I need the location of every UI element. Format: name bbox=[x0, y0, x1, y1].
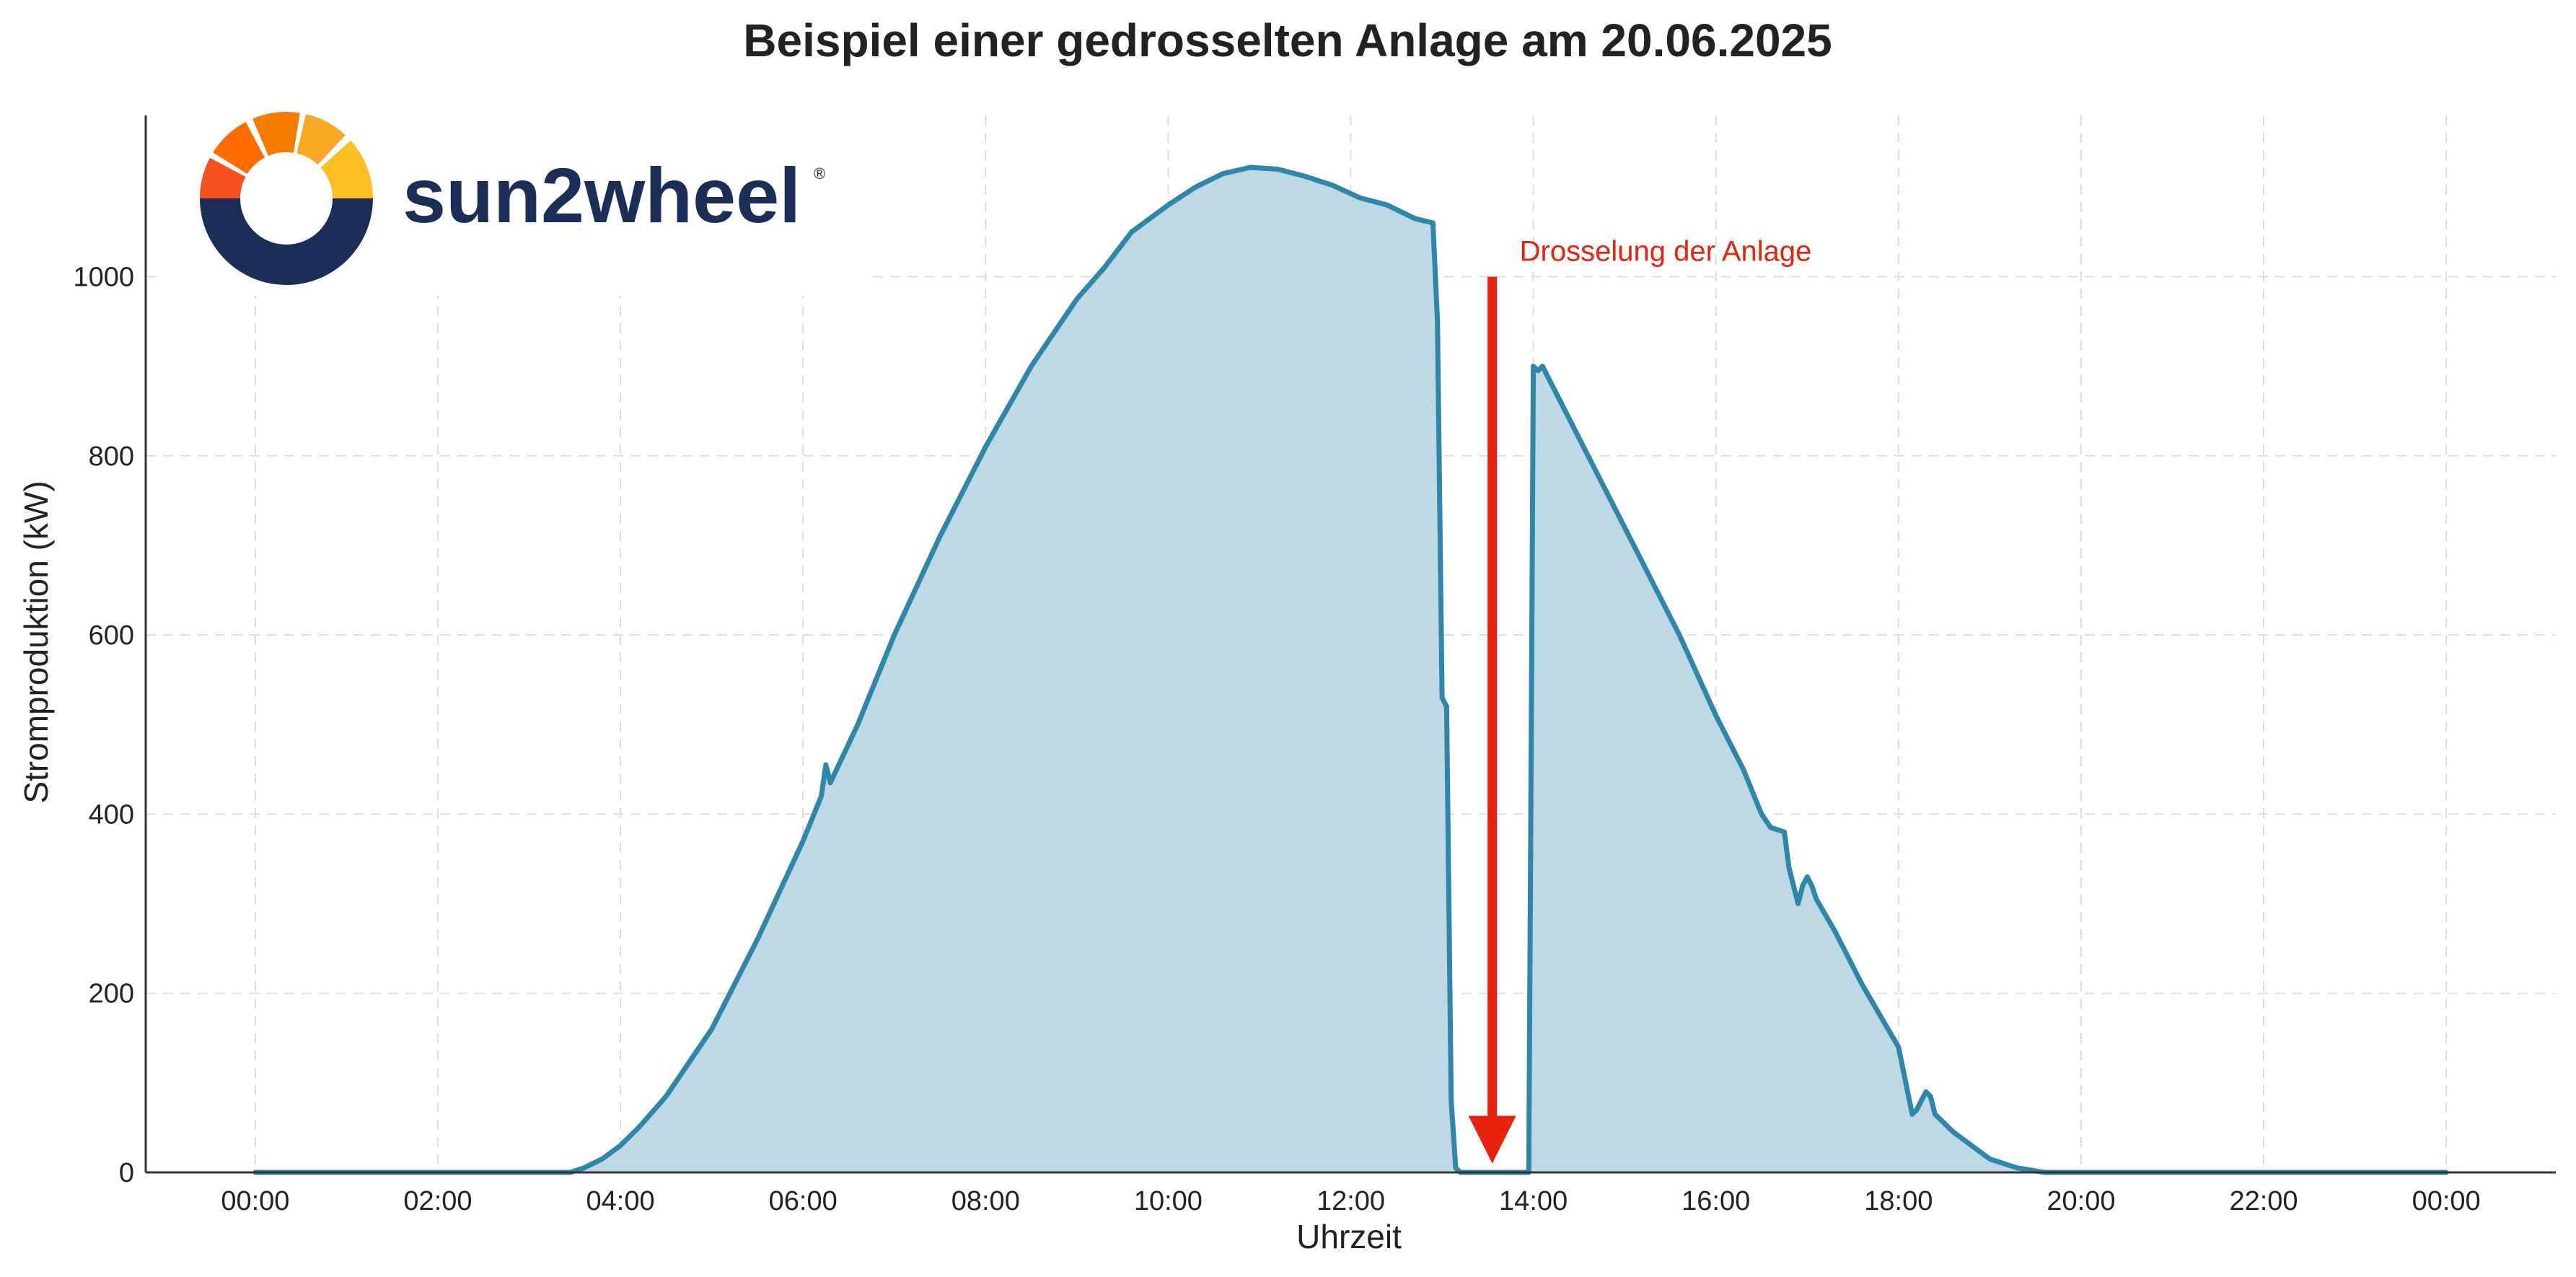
y-tick-label: 800 bbox=[89, 442, 134, 472]
logo-ray-segment bbox=[213, 122, 265, 175]
logo-wordmark: sun2wheel bbox=[403, 152, 801, 239]
y-tick-label: 200 bbox=[89, 979, 134, 1009]
x-tick-label: 08:00 bbox=[951, 1186, 1020, 1216]
brand-logo: sun2wheel ® bbox=[159, 101, 869, 296]
y-axis-label: Stromproduktion (kW) bbox=[17, 480, 55, 803]
logo-ray-segment bbox=[252, 112, 300, 157]
series-layer bbox=[252, 164, 2449, 1175]
logo-ray-segment bbox=[296, 114, 346, 165]
x-tick-label: 04:00 bbox=[586, 1186, 655, 1216]
x-tick-label: 12:00 bbox=[1316, 1186, 1385, 1216]
annotation-label: Drosselung der Anlage bbox=[1520, 235, 1812, 267]
x-tick-label: 20:00 bbox=[2047, 1186, 2115, 1216]
x-tick-label: 06:00 bbox=[769, 1186, 838, 1216]
x-tick-label: 16:00 bbox=[1682, 1186, 1750, 1216]
chart-title: Beispiel einer gedrosselten Anlage am 20… bbox=[743, 14, 1832, 66]
x-tick-label: 14:00 bbox=[1499, 1186, 1568, 1216]
annotation-layer: Drosselung der Anlage bbox=[1468, 235, 1812, 1164]
x-tick-label: 22:00 bbox=[2229, 1186, 2298, 1216]
series-area bbox=[255, 167, 2447, 1172]
x-tick-label: 18:00 bbox=[1864, 1186, 1933, 1216]
y-tick-label: 600 bbox=[89, 620, 134, 651]
logo-ring-lower bbox=[200, 198, 373, 285]
x-tick-label: 00:00 bbox=[221, 1186, 289, 1216]
x-tick-label: 10:00 bbox=[1134, 1186, 1203, 1216]
y-tick-label: 0 bbox=[119, 1158, 134, 1188]
y-tick-label: 1000 bbox=[73, 262, 134, 292]
logo-registered-mark: ® bbox=[814, 164, 825, 183]
tick-labels: 00:00 02:00 04:00 06:00 08:00 10:00 12:00 14:00… bbox=[73, 262, 2480, 1216]
x-tick-label: 02:00 bbox=[403, 1186, 472, 1216]
x-axis-label: Uhrzeit bbox=[1296, 1218, 1402, 1255]
logo-ray-segment bbox=[200, 157, 246, 198]
logo-ray-segment bbox=[320, 140, 373, 198]
axes bbox=[144, 115, 2556, 1174]
y-tick-label: 400 bbox=[89, 799, 134, 830]
annotation-arrow-head bbox=[1468, 1115, 1516, 1164]
x-tick-label: 00:00 bbox=[2412, 1186, 2481, 1216]
